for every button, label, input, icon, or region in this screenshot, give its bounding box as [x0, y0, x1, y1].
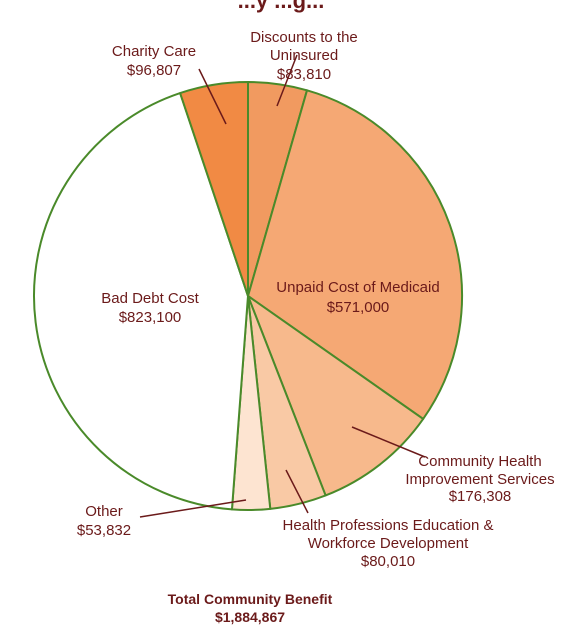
slice-label-bad-debt-cost: Bad Debt Cost $823,100: [101, 290, 199, 326]
leader-line-charity-care: [198, 68, 227, 125]
total-value: $1,884,867: [214, 609, 286, 625]
pie-slice-charity-care: [179, 81, 249, 297]
pie-slice-community-health-improvement-services: [247, 295, 425, 497]
total-label: Total Community Benefit: [167, 591, 333, 607]
total-benefit: Total Community Benefit $1,884,867: [110, 590, 390, 626]
title-clip: ...y ...g...: [0, 0, 562, 14]
slice-label-other: Other $53,832: [77, 503, 131, 539]
pie-slice-bad-debt-cost: [33, 92, 249, 511]
slice-label-charity-care: Charity Care $96,807: [112, 43, 196, 79]
slice-label-discounts-to-the-uninsured: Discounts to the Uninsured $83,810: [250, 29, 358, 83]
leader-line-community-health-improvement-services: [351, 426, 426, 458]
leader-line-discounts-to-the-uninsured: [276, 54, 298, 107]
slice-label-community-health-improvement-services: Community Health Improvement Services $176…: [405, 453, 554, 505]
slice-label-unpaid-cost-of-medicaid: Unpaid Cost of Medicaid $571,000: [276, 279, 439, 316]
slice-label-health-professions-education-workforce-development: Health Professions Education & Workforce …: [283, 517, 494, 570]
pie-slice-unpaid-cost-of-medicaid: [247, 89, 464, 420]
leader-line-other: [139, 499, 247, 518]
chart-title: ...y ...g...: [237, 0, 325, 13]
leader-line-health-professions-education-workforce-development: [285, 469, 309, 514]
